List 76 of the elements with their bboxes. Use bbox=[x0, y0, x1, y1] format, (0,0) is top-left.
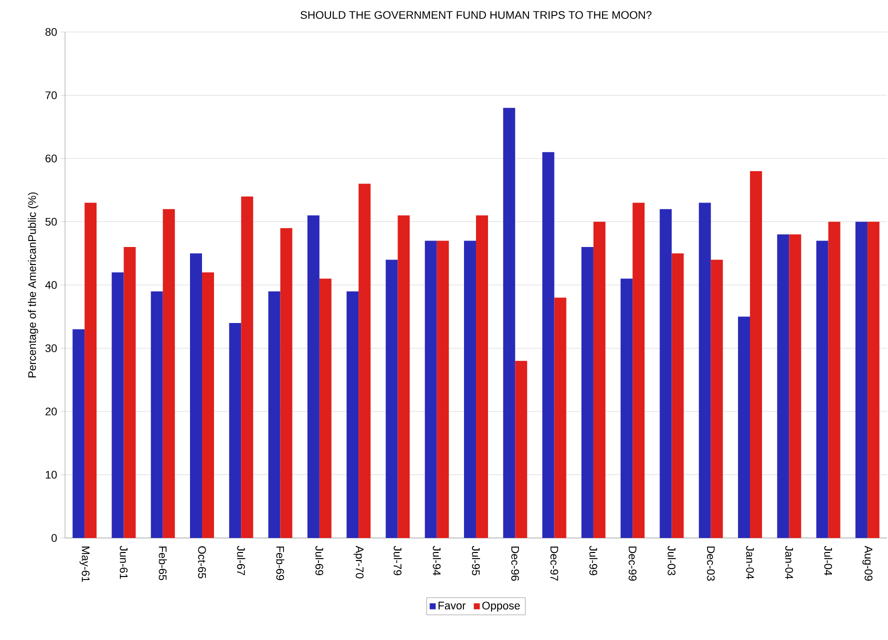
y-tick-label: 0 bbox=[52, 534, 57, 542]
bar bbox=[386, 260, 398, 538]
x-tick-label: Jul-99 bbox=[589, 546, 598, 576]
bar bbox=[436, 240, 449, 538]
bar bbox=[112, 272, 124, 538]
x-tick-label: Jul-94 bbox=[432, 546, 441, 576]
x-tick-label: Feb-69 bbox=[276, 546, 284, 580]
bar bbox=[710, 260, 723, 538]
x-tick-label: Jul-79 bbox=[394, 546, 402, 576]
bar bbox=[424, 240, 437, 538]
x-tick-label: Jun-61 bbox=[120, 546, 128, 579]
bar bbox=[280, 228, 292, 538]
x-tick-label: May-61 bbox=[80, 546, 90, 582]
bar bbox=[777, 234, 790, 538]
legend-label: Oppose bbox=[482, 602, 520, 612]
y-tick-label: 40 bbox=[45, 281, 57, 289]
bar bbox=[867, 222, 880, 538]
chart-title: SHOULD THE GOVERNMENT FUND HUMAN TRIPS TO THE MOON? bbox=[300, 11, 652, 19]
bar bbox=[268, 291, 280, 538]
y-tick-label: 30 bbox=[45, 344, 57, 352]
bar bbox=[72, 329, 85, 538]
y-tick-label: 60 bbox=[46, 154, 57, 162]
bar bbox=[816, 240, 828, 538]
bar bbox=[750, 171, 762, 538]
bar bbox=[672, 253, 684, 538]
x-tick-label: Oct-65 bbox=[198, 546, 206, 578]
x-tick-label: Jan-04 bbox=[746, 546, 754, 580]
bar bbox=[593, 222, 606, 538]
legend-label: Favor bbox=[438, 602, 466, 610]
bar bbox=[150, 291, 163, 538]
x-tick-label: Jan-04 bbox=[785, 546, 794, 580]
y-tick-label: 50 bbox=[45, 218, 57, 226]
bar bbox=[241, 196, 254, 538]
bar bbox=[660, 209, 672, 538]
bar bbox=[828, 222, 840, 538]
x-tick-label: Dec-96 bbox=[511, 546, 520, 581]
x-tick-label: Jul-67 bbox=[237, 546, 246, 576]
bar bbox=[162, 209, 175, 538]
bar bbox=[464, 240, 476, 538]
bar bbox=[307, 215, 320, 538]
bar bbox=[346, 291, 359, 538]
bar bbox=[855, 222, 868, 538]
y-tick-label: 20 bbox=[46, 408, 57, 416]
x-tick-label: Dec-99 bbox=[628, 546, 636, 581]
bar bbox=[581, 247, 594, 538]
bar bbox=[620, 278, 633, 538]
bar bbox=[398, 215, 410, 538]
bar bbox=[789, 234, 802, 538]
bar bbox=[319, 278, 332, 538]
x-tick-label: Dec-97 bbox=[550, 546, 558, 581]
x-tick-label: Jul-95 bbox=[472, 546, 480, 576]
x-tick-label: Apr-70 bbox=[354, 546, 364, 578]
bar bbox=[229, 322, 242, 538]
x-tick-label: Feb-65 bbox=[158, 546, 167, 580]
bar bbox=[476, 215, 488, 538]
x-tick-label: Dec-03 bbox=[706, 546, 715, 581]
x-tick-label: Jul-04 bbox=[824, 546, 832, 576]
bar bbox=[124, 247, 136, 538]
bar bbox=[632, 202, 645, 538]
bar bbox=[698, 202, 711, 538]
y-tick-label: 80 bbox=[45, 28, 57, 36]
bar bbox=[542, 152, 554, 538]
bar bbox=[202, 272, 214, 538]
x-tick-label: Aug-09 bbox=[862, 546, 872, 581]
y-tick-label: 10 bbox=[46, 470, 57, 479]
bar bbox=[738, 316, 750, 538]
bar bbox=[554, 298, 566, 538]
bar bbox=[84, 202, 97, 538]
bar bbox=[515, 360, 528, 538]
bar bbox=[358, 184, 371, 538]
bar bbox=[190, 253, 202, 538]
y-tick-label: 70 bbox=[46, 91, 57, 100]
x-tick-label: Jul-03 bbox=[668, 546, 676, 576]
bar bbox=[503, 108, 516, 538]
y-axis-title: Percentage of the AmericanPublic (%) bbox=[28, 192, 38, 378]
x-tick-label: Jul-69 bbox=[315, 546, 324, 576]
